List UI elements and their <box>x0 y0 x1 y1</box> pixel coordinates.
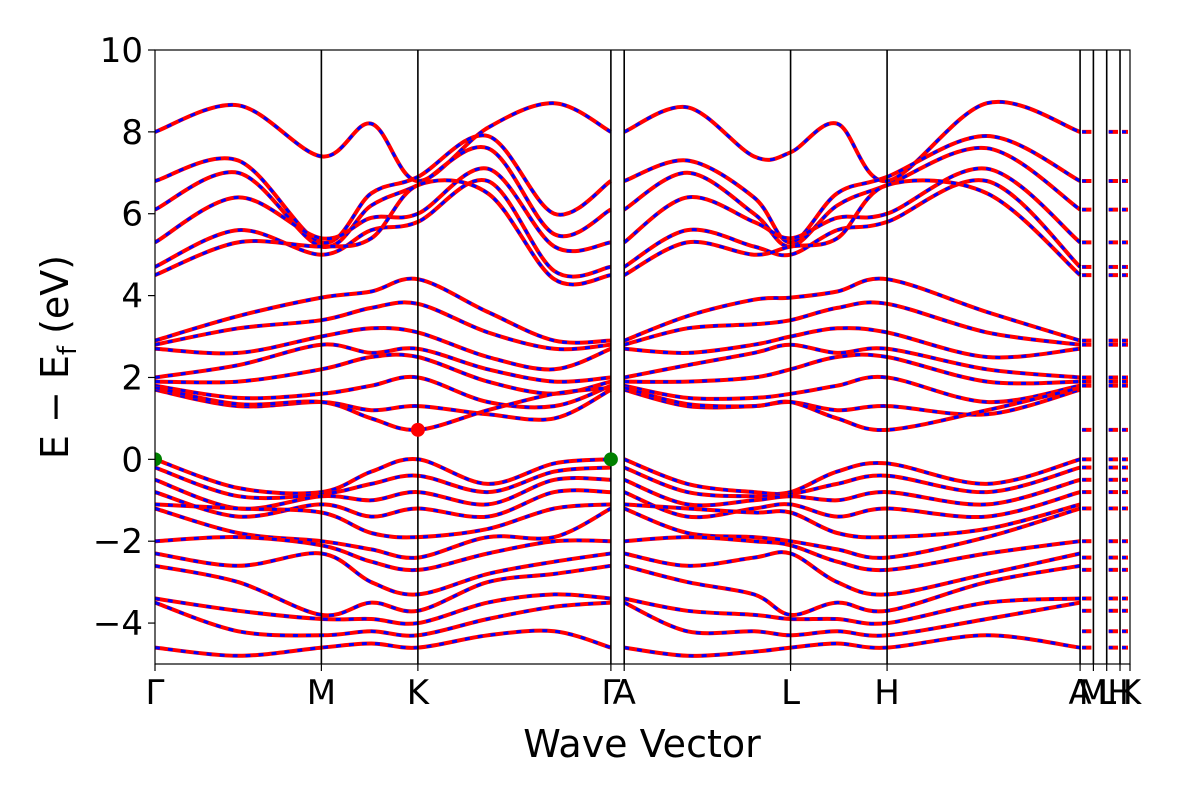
band-line-dashed-27 <box>623 134 1081 244</box>
band-line-dashed-7 <box>155 300 612 351</box>
band-line-dashed-13 <box>155 386 612 432</box>
x-axis-title: Wave Vector <box>523 722 761 766</box>
band-line-solid-45 <box>623 506 1081 560</box>
band-line-solid-2 <box>155 145 612 249</box>
x-tick-label: K <box>1119 673 1143 713</box>
x-tick-label: Γ <box>601 673 620 713</box>
band-line-dashed-48 <box>623 564 1081 617</box>
band-line-dashed-24 <box>155 601 612 638</box>
x-tick-label: M <box>307 673 336 713</box>
x-tick-label: H <box>874 673 900 713</box>
band-line-solid-40 <box>623 457 1081 496</box>
band-line-dashed-37 <box>623 375 1081 404</box>
band-line-dashed-49 <box>623 597 1081 626</box>
band-line-dashed-23 <box>155 592 612 626</box>
band-line-dashed-18 <box>155 502 611 539</box>
y-axis-title: E − Ef (eV) <box>33 255 83 459</box>
x-tick-label: L <box>1097 673 1116 713</box>
band-line-solid-15 <box>155 465 612 501</box>
band-line-dashed-21 <box>155 551 612 597</box>
y-axis-title-unit: (eV) <box>33 255 77 334</box>
band-line-dashed-34 <box>624 326 1081 359</box>
extrema-markers <box>155 422 618 467</box>
band-line-dashed-11 <box>155 375 612 409</box>
band-line-solid-19 <box>155 506 612 560</box>
band-line-solid-17 <box>155 488 611 520</box>
y-tick-label: 4 <box>121 277 143 317</box>
band-line-dashed-0 <box>155 101 612 183</box>
x-tick-label: L <box>781 673 800 713</box>
y-tick-label: −4 <box>93 604 143 644</box>
plot-frame <box>154 49 1131 665</box>
band-line-dashed-20 <box>155 535 611 572</box>
x-tick-label: H <box>1107 673 1133 713</box>
band-line-dashed-44 <box>624 502 1081 539</box>
band-line-dashed-5 <box>155 178 612 286</box>
x-tick-label: A <box>1068 673 1091 713</box>
band-line-dashed-9 <box>155 342 612 384</box>
band-line-dashed-32 <box>623 277 1081 343</box>
band-line-solid-39 <box>623 385 1081 432</box>
band-line-solid-41 <box>623 465 1081 499</box>
band-line-dashed-29 <box>623 166 1082 244</box>
band-line-dashed-12 <box>155 388 612 422</box>
band-line-dashed-25 <box>155 629 612 658</box>
band-line-dashed-1 <box>155 133 612 245</box>
y-tick-label: −2 <box>93 522 143 562</box>
y-tick-label: 10 <box>100 31 143 71</box>
band-line-solid-35 <box>623 342 1081 380</box>
extremum-marker-1 <box>603 452 618 467</box>
y-tick-label: 8 <box>121 113 143 153</box>
k-point-lines <box>320 50 1121 664</box>
band-line-dashed-38 <box>623 388 1081 417</box>
y-axis-title-subscript: f <box>53 345 83 355</box>
band-line-solid-28 <box>623 145 1082 249</box>
extremum-marker-2 <box>410 422 425 437</box>
x-tick-label: A <box>613 673 636 713</box>
band-line-dashed-46 <box>624 535 1081 572</box>
bands-layer <box>155 99 1128 658</box>
band-line-solid-33 <box>623 300 1081 347</box>
band-line-solid-6 <box>155 276 611 345</box>
y-axis-title-main: E − E <box>33 355 77 459</box>
plot-background <box>155 50 1130 664</box>
band-line-dashed-36 <box>624 353 1081 385</box>
band-line-dashed-4 <box>155 178 612 278</box>
y-tick-label: 0 <box>121 440 143 480</box>
y-tick-label: 6 <box>121 195 143 235</box>
y-tick-label: 2 <box>121 358 143 398</box>
band-line-dashed-3 <box>155 166 612 253</box>
band-line-dashed-8 <box>155 326 612 371</box>
band-line-dashed-47 <box>623 550 1081 597</box>
band-line-solid-43 <box>623 490 1081 520</box>
x-tick-label: M <box>1079 673 1108 713</box>
x-tick-label: Γ <box>146 673 165 713</box>
band-line-dashed-51 <box>624 633 1081 658</box>
band-line-solid-42 <box>623 477 1081 508</box>
band-line-dashed-30 <box>623 178 1082 269</box>
y-ticks: −4 −2 0 2 4 6 8 10 <box>93 31 155 644</box>
band-line-dashed-10 <box>155 353 612 396</box>
extremum-marker-0 <box>155 452 162 467</box>
band-line-dashed-14 <box>155 457 612 495</box>
band-line-solid-50 <box>623 600 1081 638</box>
band-line-dashed-22 <box>155 564 612 617</box>
x-tick-label: K <box>407 673 431 713</box>
band-line-dashed-31 <box>623 178 1082 277</box>
band-line-dashed-26 <box>623 100 1081 183</box>
